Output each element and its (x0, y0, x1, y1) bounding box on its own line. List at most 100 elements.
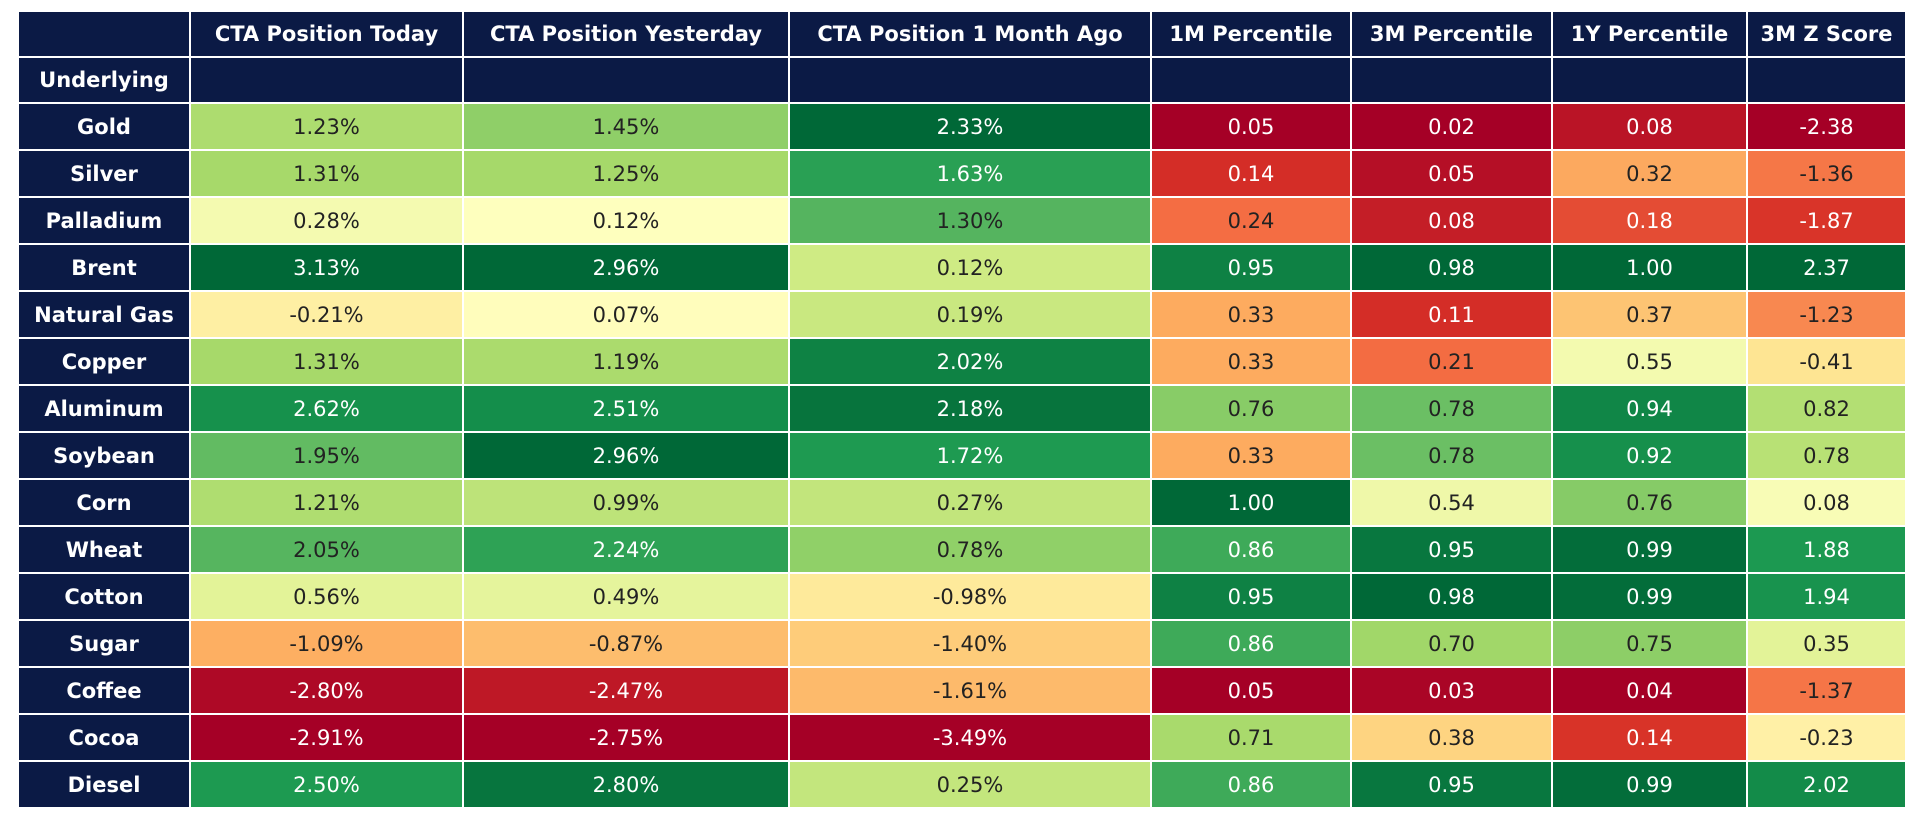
cell: 0.07% (462, 290, 790, 339)
data-row: Cocoa -2.91% -2.75% -3.49% 0.71 0.38 0.14 -0.23 (17, 713, 1907, 762)
cell: 0.76 (1551, 478, 1748, 527)
cell: -1.61% (788, 666, 1152, 715)
data-row: Diesel 2.50% 2.80% 0.25% 0.86 0.95 0.99 2.02 (17, 760, 1907, 809)
cell: 2.24% (462, 525, 790, 574)
cell: 0.02 (1350, 102, 1553, 151)
cell: -3.49% (788, 713, 1152, 762)
heatmap-table: CTA Position Today CTA Position Yesterday… (17, 10, 1907, 809)
cell: 1.94 (1746, 572, 1907, 621)
cell: 1.00 (1551, 243, 1748, 292)
cell: 2.80% (462, 760, 790, 809)
cell: -0.98% (788, 572, 1152, 621)
cell: 0.86 (1150, 525, 1352, 574)
cell: 0.92 (1551, 431, 1748, 480)
cell: 2.96% (462, 243, 790, 292)
cell: 0.55 (1551, 337, 1748, 386)
cell: 0.14 (1150, 149, 1352, 198)
index-header-row: Underlying (17, 56, 1907, 104)
column-header: 1M Percentile (1150, 10, 1352, 58)
cell: -0.87% (462, 619, 790, 668)
cell: 2.18% (788, 384, 1152, 433)
cell: 0.78 (1350, 384, 1553, 433)
cell: 3.13% (189, 243, 464, 292)
data-row: Cotton 0.56% 0.49% -0.98% 0.95 0.98 0.99 1.94 (17, 572, 1907, 621)
data-row: Palladium 0.28% 0.12% 1.30% 0.24 0.08 0.18 -1.8… (17, 196, 1907, 245)
row-label: Sugar (17, 619, 191, 668)
blank-header (1150, 56, 1352, 104)
cell: 0.28% (189, 196, 464, 245)
cell: 0.95 (1350, 525, 1553, 574)
index-label: Underlying (17, 56, 191, 104)
table-body: Gold 1.23% 1.45% 2.33% 0.05 0.02 0.08 -2.38 Silv… (17, 102, 1907, 809)
cell: 1.45% (462, 102, 790, 151)
cell: 2.96% (462, 431, 790, 480)
cell: 0.27% (788, 478, 1152, 527)
cell: 0.86 (1150, 760, 1352, 809)
table-header: CTA Position Today CTA Position Yesterday… (17, 10, 1907, 104)
column-header: CTA Position Today (189, 10, 464, 58)
cell: -1.36 (1746, 149, 1907, 198)
cell: 2.33% (788, 102, 1152, 151)
data-row: Brent 3.13% 2.96% 0.12% 0.95 0.98 1.00 2.37 (17, 243, 1907, 292)
cell: -2.75% (462, 713, 790, 762)
cell: -1.23 (1746, 290, 1907, 339)
cell: 1.88 (1746, 525, 1907, 574)
header-row: CTA Position Today CTA Position Yesterday… (17, 10, 1907, 58)
cell: 0.78 (1746, 431, 1907, 480)
cell: -0.23 (1746, 713, 1907, 762)
cell: 2.05% (189, 525, 464, 574)
row-label: Corn (17, 478, 191, 527)
data-row: Aluminum 2.62% 2.51% 2.18% 0.76 0.78 0.94 0.82 (17, 384, 1907, 433)
blank-header (1350, 56, 1553, 104)
cell: 0.11 (1350, 290, 1553, 339)
data-row: Wheat 2.05% 2.24% 0.78% 0.86 0.95 0.99 1.88 (17, 525, 1907, 574)
cell: 0.19% (788, 290, 1152, 339)
cell: 0.38 (1350, 713, 1553, 762)
blank-header (1551, 56, 1748, 104)
cell: 0.56% (189, 572, 464, 621)
cell: 0.54 (1350, 478, 1553, 527)
cell: 0.95 (1150, 572, 1352, 621)
cell: 0.78 (1350, 431, 1553, 480)
cell: -2.91% (189, 713, 464, 762)
row-label: Silver (17, 149, 191, 198)
row-label: Cocoa (17, 713, 191, 762)
cell: 0.33 (1150, 431, 1352, 480)
data-row: Coffee -2.80% -2.47% -1.61% 0.05 0.03 0.04 -1.3… (17, 666, 1907, 715)
cell: 0.86 (1150, 619, 1352, 668)
cell: 0.21 (1350, 337, 1553, 386)
cell: 1.31% (189, 337, 464, 386)
column-header: CTA Position 1 Month Ago (788, 10, 1152, 58)
row-label: Diesel (17, 760, 191, 809)
cell: 1.72% (788, 431, 1152, 480)
cell: 0.08 (1551, 102, 1748, 151)
column-header: 1Y Percentile (1551, 10, 1748, 58)
data-row: Silver 1.31% 1.25% 1.63% 0.14 0.05 0.32 -1.36 (17, 149, 1907, 198)
column-header: 3M Percentile (1350, 10, 1553, 58)
row-label: Cotton (17, 572, 191, 621)
row-label: Coffee (17, 666, 191, 715)
data-row: Copper 1.31% 1.19% 2.02% 0.33 0.21 0.55 -0.41 (17, 337, 1907, 386)
cell: 0.49% (462, 572, 790, 621)
cell: -2.80% (189, 666, 464, 715)
cell: -1.09% (189, 619, 464, 668)
cell: 0.82 (1746, 384, 1907, 433)
cell: 0.37 (1551, 290, 1748, 339)
cell: 1.19% (462, 337, 790, 386)
row-label: Gold (17, 102, 191, 151)
row-label: Wheat (17, 525, 191, 574)
cell: 1.31% (189, 149, 464, 198)
cell: 2.37 (1746, 243, 1907, 292)
cell: 1.63% (788, 149, 1152, 198)
cell: 0.76 (1150, 384, 1352, 433)
cell: 0.99 (1551, 525, 1748, 574)
blank-header (1746, 56, 1907, 104)
blank-header (462, 56, 790, 104)
column-header: CTA Position Yesterday (462, 10, 790, 58)
cell: -1.87 (1746, 196, 1907, 245)
cell: -0.21% (189, 290, 464, 339)
cell: -1.37 (1746, 666, 1907, 715)
cell: 0.95 (1150, 243, 1352, 292)
row-label: Natural Gas (17, 290, 191, 339)
